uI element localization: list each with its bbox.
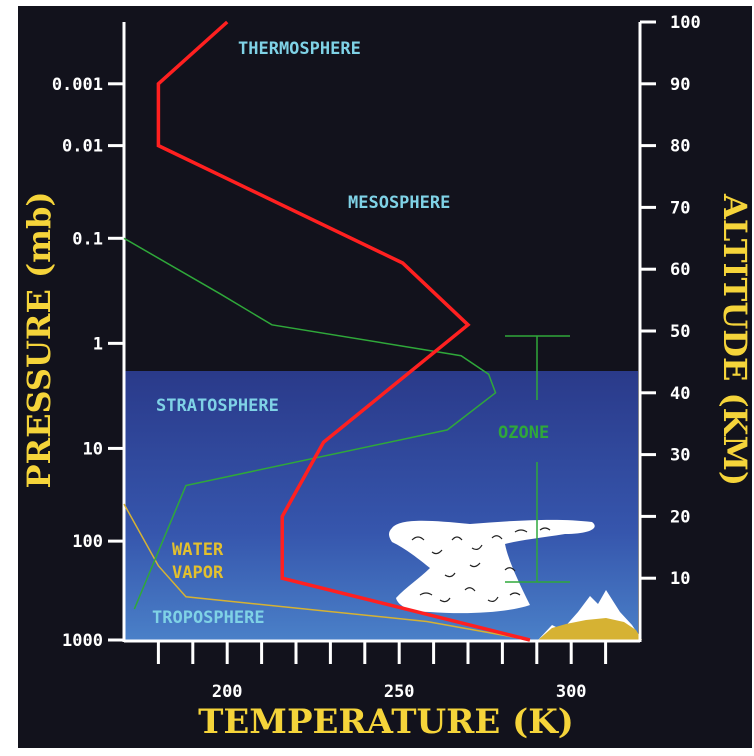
ozone-range-bracket bbox=[505, 335, 570, 583]
pressure-tick-label: 10 bbox=[83, 439, 103, 459]
x-axis-title: TEMPERATURE (K) bbox=[198, 702, 574, 742]
thermosphere-label: THERMOSPHERE bbox=[238, 39, 361, 59]
cloud-texture bbox=[411, 527, 551, 603]
mesosphere-label: MESOSPHERE bbox=[348, 193, 450, 213]
mountain-base bbox=[538, 618, 642, 640]
altitude-tick-label: 70 bbox=[670, 198, 690, 218]
altitude-tick-label: 40 bbox=[670, 384, 690, 404]
altitude-tick-label: 30 bbox=[670, 446, 690, 466]
altitude-tick-label: 10 bbox=[670, 569, 690, 589]
pressure-tick-label: 1000 bbox=[62, 631, 103, 651]
water-label: WATER bbox=[172, 540, 224, 560]
lower-atmosphere-band bbox=[124, 371, 638, 640]
pressure-tick-label: 0.1 bbox=[72, 229, 103, 249]
vapor-label: VAPOR bbox=[172, 563, 224, 583]
altitude-tick-label: 20 bbox=[670, 507, 690, 527]
temperature-tick-label: 250 bbox=[384, 682, 415, 702]
troposphere-label: TROPOSPHERE bbox=[152, 608, 265, 628]
ozone-line bbox=[123, 237, 497, 610]
temperature-tick-label: 200 bbox=[212, 682, 243, 702]
ozone-label: OZONE bbox=[498, 423, 549, 443]
stratosphere-label: STRATOSPHERE bbox=[156, 396, 279, 416]
right-axis-title: ALTITUDE (KM) bbox=[716, 193, 754, 486]
cloud-shape bbox=[389, 519, 595, 614]
altitude-tick-label: 90 bbox=[670, 75, 690, 95]
pressure-tick-label: 0.001 bbox=[52, 75, 103, 95]
altitude-tick-label: 60 bbox=[670, 260, 690, 280]
water-vapor-line bbox=[123, 503, 531, 641]
altitude-tick-label: 50 bbox=[670, 322, 690, 342]
left-axis-title: PRESSURE (mb) bbox=[20, 191, 58, 488]
temperature-line bbox=[156, 20, 531, 642]
pressure-tick-label: 0.01 bbox=[62, 137, 103, 157]
altitude-tick-label: 100 bbox=[670, 13, 701, 33]
temperature-tick-label: 300 bbox=[556, 682, 587, 702]
pressure-tick-label: 100 bbox=[72, 532, 103, 552]
altitude-tick-label: 80 bbox=[670, 137, 690, 157]
pressure-tick-label: 1 bbox=[93, 334, 103, 354]
